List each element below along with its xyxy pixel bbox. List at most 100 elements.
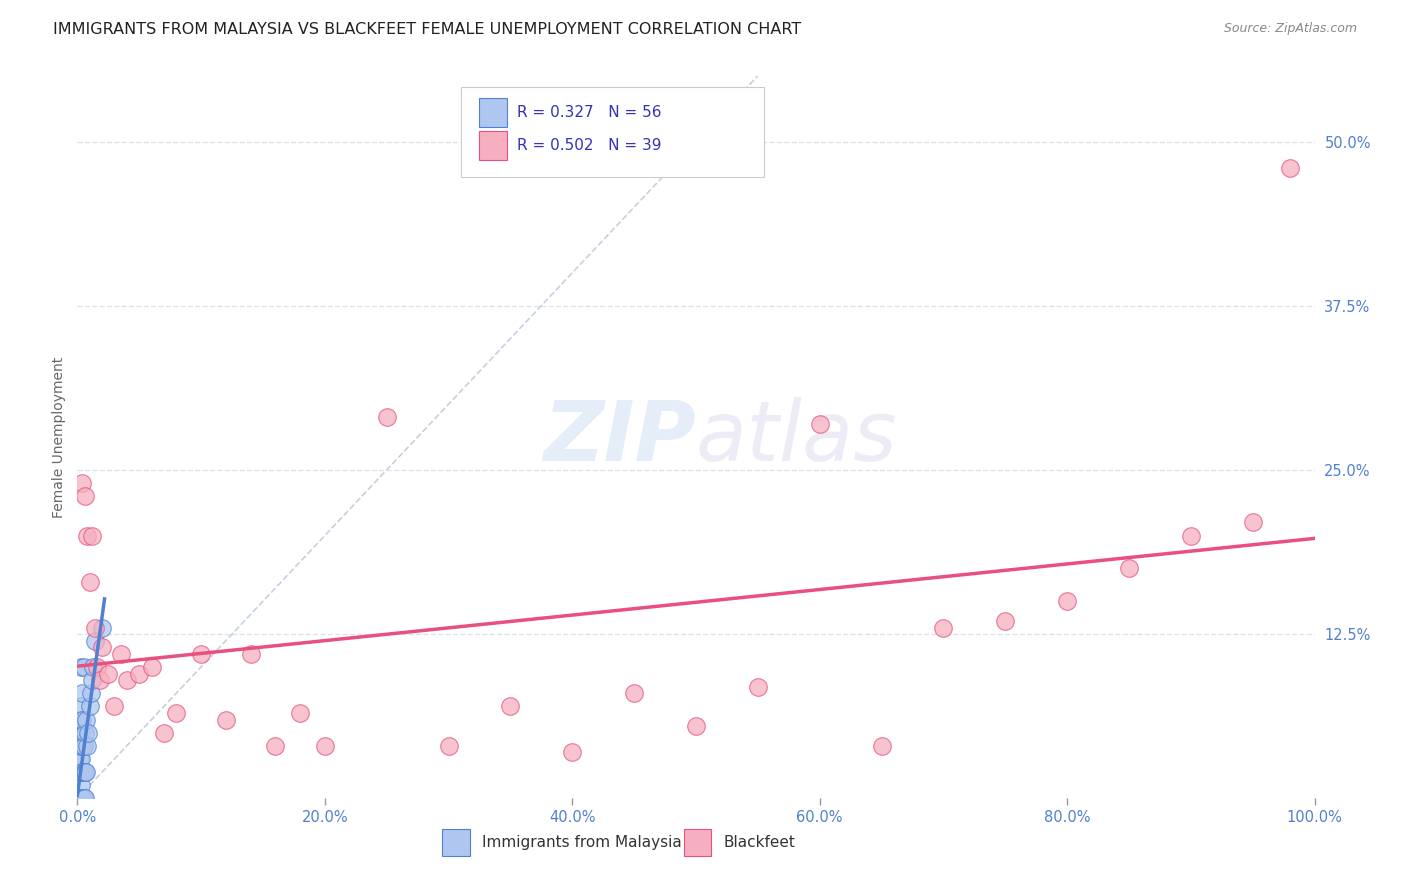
Point	[808, 417, 831, 431]
Point	[165, 706, 187, 720]
Point	[73, 765, 96, 780]
Point	[70, 725, 93, 739]
Point	[80, 686, 103, 700]
Point	[69, 791, 91, 805]
Point	[67, 791, 90, 805]
Point	[72, 765, 94, 780]
Point	[561, 745, 583, 759]
Text: atlas: atlas	[696, 397, 897, 477]
Point	[82, 673, 104, 687]
Point	[314, 739, 336, 753]
Point	[73, 725, 96, 739]
Point	[72, 739, 94, 753]
Point	[69, 791, 91, 805]
Point	[89, 673, 111, 687]
Point	[69, 725, 91, 739]
Point	[70, 752, 93, 766]
Point	[82, 660, 104, 674]
Point	[70, 791, 93, 805]
Point	[69, 791, 91, 805]
Point	[67, 791, 90, 805]
Point	[72, 739, 94, 753]
Text: Blackfeet: Blackfeet	[723, 835, 794, 850]
Point	[128, 666, 150, 681]
FancyBboxPatch shape	[461, 87, 763, 177]
Point	[437, 739, 460, 753]
Point	[70, 713, 93, 727]
Point	[69, 752, 91, 766]
Point	[141, 660, 163, 674]
Point	[76, 739, 98, 753]
Point	[70, 660, 93, 674]
FancyBboxPatch shape	[443, 829, 470, 856]
Y-axis label: Female Unemployment: Female Unemployment	[52, 357, 66, 517]
Point	[77, 725, 100, 739]
Point	[215, 713, 238, 727]
Point	[70, 791, 93, 805]
Point	[69, 713, 91, 727]
Point	[190, 647, 212, 661]
Point	[91, 621, 114, 635]
Point	[153, 725, 176, 739]
Point	[69, 791, 91, 805]
Point	[86, 660, 108, 674]
Point	[932, 621, 955, 635]
Point	[288, 706, 311, 720]
Point	[69, 739, 91, 753]
Point	[1278, 161, 1301, 175]
Text: IMMIGRANTS FROM MALAYSIA VS BLACKFEET FEMALE UNEMPLOYMENT CORRELATION CHART: IMMIGRANTS FROM MALAYSIA VS BLACKFEET FE…	[53, 22, 801, 37]
Point	[1241, 516, 1264, 530]
Point	[70, 791, 93, 805]
Point	[239, 647, 262, 661]
Text: R = 0.502   N = 39: R = 0.502 N = 39	[516, 138, 661, 153]
Point	[83, 633, 105, 648]
Point	[72, 686, 94, 700]
Point	[1180, 528, 1202, 542]
Point	[69, 765, 91, 780]
Point	[685, 719, 707, 733]
Point	[115, 673, 138, 687]
Point	[69, 791, 91, 805]
Point	[103, 699, 125, 714]
Point	[70, 791, 93, 805]
Point	[623, 686, 645, 700]
Point	[70, 778, 93, 792]
Point	[110, 647, 132, 661]
FancyBboxPatch shape	[479, 131, 506, 161]
Point	[870, 739, 893, 753]
Point	[73, 791, 96, 805]
Point	[499, 699, 522, 714]
Point	[69, 791, 91, 805]
Point	[72, 791, 94, 805]
Point	[1056, 594, 1078, 608]
Point	[75, 713, 97, 727]
Point	[69, 765, 91, 780]
Text: Immigrants from Malaysia: Immigrants from Malaysia	[482, 835, 682, 850]
Point	[69, 791, 91, 805]
Point	[79, 574, 101, 589]
Text: Source: ZipAtlas.com: Source: ZipAtlas.com	[1223, 22, 1357, 36]
Point	[97, 666, 120, 681]
Point	[264, 739, 287, 753]
Point	[83, 621, 105, 635]
Point	[76, 528, 98, 542]
Point	[72, 791, 94, 805]
Point	[69, 791, 91, 805]
Point	[67, 791, 90, 805]
FancyBboxPatch shape	[479, 98, 506, 128]
Point	[1118, 561, 1140, 575]
Point	[70, 791, 93, 805]
Point	[75, 765, 97, 780]
Point	[72, 713, 94, 727]
Point	[70, 739, 93, 753]
Point	[69, 791, 91, 805]
Text: R = 0.327   N = 56: R = 0.327 N = 56	[516, 105, 661, 120]
Point	[79, 699, 101, 714]
Point	[72, 791, 94, 805]
Point	[72, 660, 94, 674]
Text: ZIP: ZIP	[543, 397, 696, 477]
Point	[73, 489, 96, 503]
Point	[70, 765, 93, 780]
Point	[67, 791, 90, 805]
Point	[69, 765, 91, 780]
